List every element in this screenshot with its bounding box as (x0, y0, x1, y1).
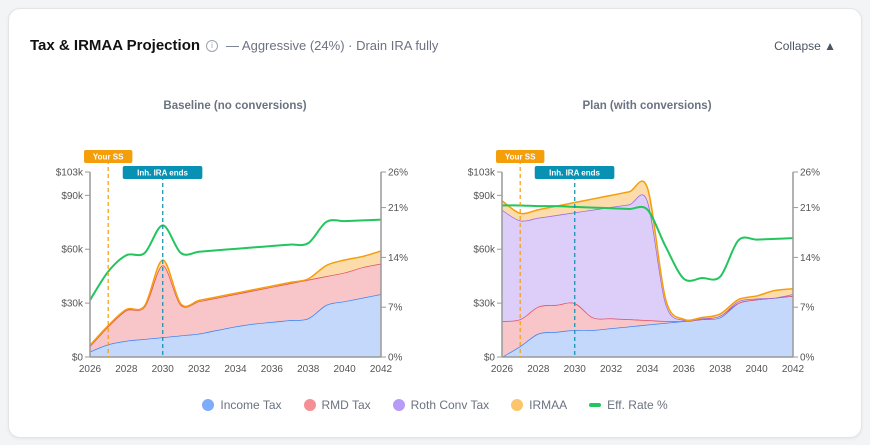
x-tick-label: 2034 (224, 364, 247, 375)
legend-irmaa[interactable]: IRMAA (511, 398, 567, 412)
x-tick-label: 2038 (297, 364, 320, 375)
legend-label: Eff. Rate % (607, 398, 668, 412)
marker-badge (495, 150, 545, 163)
x-tick-label: 2026 (79, 364, 102, 375)
y-right-tick-label: 14% (800, 253, 820, 264)
x-tick-label: 2032 (188, 364, 211, 375)
eff-rate-line (89, 218, 382, 301)
legend-label: RMD Tax (321, 398, 371, 412)
marker-badge (83, 150, 133, 163)
y-left-tick-label: $0 (72, 353, 84, 364)
y-left-tick-label: $60k (473, 245, 496, 256)
y-left-tick-label: $60k (61, 245, 84, 256)
x-tick-label: 2042 (370, 364, 393, 375)
baseline-chart: $0 $30k $60k $90k $103k 0% 7% 14% 21% 26% 2026 2028… (56, 150, 408, 375)
x-tick-label: 2038 (709, 364, 732, 375)
y-left-tick-label: $103k (468, 168, 496, 179)
legend-rmd-tax[interactable]: RMD Tax (303, 398, 371, 412)
y-right-tick-label: 26% (388, 168, 408, 179)
strategy-subtitle: — Aggressive (24%) · Drain IRA fully (226, 38, 439, 53)
income-area (90, 294, 381, 357)
legend-label: IRMAA (529, 398, 568, 412)
legend-swatch-icon (511, 399, 524, 411)
y-left-tick-label: $103k (56, 168, 84, 179)
eff-rate-line (501, 204, 794, 282)
y-right-tick-label: 14% (388, 253, 408, 264)
x-tick-label: 2030 (564, 364, 587, 375)
legend-roth-conv-tax[interactable]: Roth Conv Tax (392, 398, 490, 412)
marker-badge (122, 166, 203, 179)
chart-legend: Income Tax RMD Tax Roth Conv Tax IRMAA E… (0, 398, 870, 412)
x-tick-label: 2040 (334, 364, 357, 375)
y-left-tick-label: $30k (473, 299, 496, 310)
marker-badge (534, 166, 615, 179)
x-tick-label: 2036 (261, 364, 284, 375)
marker-label: Your SS (93, 153, 124, 162)
x-tick-label: 2034 (636, 364, 659, 375)
x-tick-label: 2032 (600, 364, 623, 375)
legend-line-icon (589, 403, 602, 407)
plan-chart: $0 $30k $60k $90k $103k 0% 7% 14% 21% 26% 2026 2028… (468, 150, 820, 375)
tax-irmaa-card (8, 8, 862, 438)
plan-chart-title: Plan (with conversions) (582, 100, 712, 112)
legend-income-tax[interactable]: Income Tax (202, 398, 282, 412)
card-header: Tax & IRMAA Projection i — Aggressive (2… (30, 37, 438, 54)
collapse-button[interactable]: Collapse ▲ (774, 39, 836, 53)
info-circle-icon[interactable]: i (206, 39, 219, 52)
y-left-tick-label: $90k (61, 191, 84, 202)
x-tick-label: 2030 (152, 364, 175, 375)
legend-swatch-icon (392, 399, 405, 411)
card-title: Tax & IRMAA Projection (30, 37, 201, 54)
income-area (502, 295, 793, 357)
x-tick-label: 2028 (527, 364, 550, 375)
legend-eff-rate[interactable]: Eff. Rate % (589, 398, 668, 412)
x-tick-label: 2028 (115, 364, 138, 375)
legend-swatch-icon (303, 399, 316, 411)
y-left-tick-label: $30k (61, 299, 84, 310)
y-left-tick-label: $0 (484, 353, 496, 364)
y-left-tick-label: $90k (473, 191, 496, 202)
legend-label: Income Tax (220, 398, 282, 412)
roth-line (501, 193, 794, 322)
y-right-tick-label: 21% (800, 203, 820, 214)
marker-label: Your SS (505, 153, 536, 162)
x-tick-label: 2040 (746, 364, 769, 375)
y-right-tick-label: 7% (388, 303, 403, 314)
marker-label: Inh. IRA ends (549, 169, 600, 178)
baseline-chart-title: Baseline (no conversions) (163, 100, 307, 112)
y-right-tick-label: 21% (388, 203, 408, 214)
legend-label: Roth Conv Tax (410, 398, 490, 412)
x-tick-label: 2042 (782, 364, 805, 375)
x-tick-label: 2036 (673, 364, 696, 375)
x-tick-label: 2026 (491, 364, 514, 375)
y-right-tick-label: 0% (800, 353, 815, 364)
y-right-tick-label: 26% (800, 168, 820, 179)
irmaa-line (89, 250, 382, 346)
marker-label: Inh. IRA ends (137, 169, 188, 178)
legend-swatch-icon (202, 399, 215, 411)
y-right-tick-label: 7% (800, 303, 815, 314)
rmd-area (90, 263, 381, 352)
y-right-tick-label: 0% (388, 353, 403, 364)
